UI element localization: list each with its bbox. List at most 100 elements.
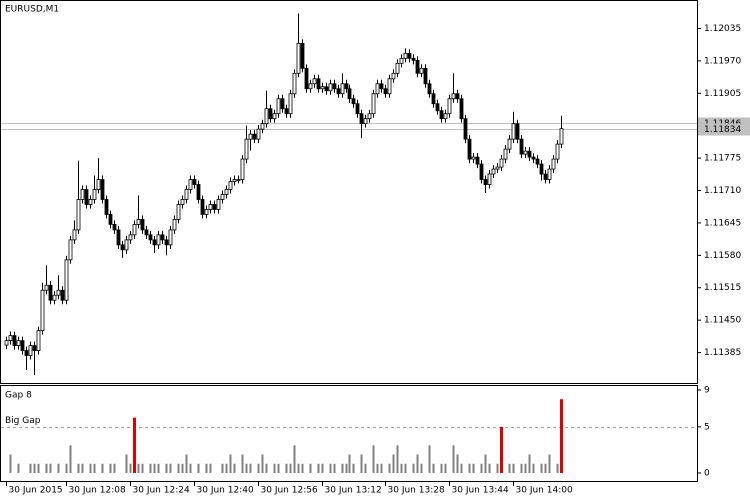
candle-body	[415, 59, 420, 74]
candle-body	[304, 67, 309, 90]
candle-body	[431, 93, 436, 105]
candle-body	[40, 289, 45, 332]
gap-bar	[57, 463, 60, 473]
candle-body	[160, 234, 165, 241]
candle-body	[216, 199, 221, 210]
candle-body	[24, 350, 29, 356]
gap-bar	[488, 463, 491, 473]
candle-body	[375, 83, 380, 95]
candle-body	[60, 289, 65, 301]
candle-body	[483, 179, 488, 185]
gap-bar	[249, 463, 252, 473]
y-tick-label: 1.12035	[704, 24, 741, 34]
candle-body	[124, 239, 129, 251]
candle-body	[387, 78, 392, 95]
candle-body	[316, 78, 321, 90]
candle-body	[76, 199, 81, 231]
gap-bar	[376, 463, 379, 473]
gap-bar	[221, 463, 224, 473]
candle-body	[320, 86, 325, 90]
y-tick-label: 9	[704, 385, 710, 395]
candle-body	[200, 199, 205, 215]
gap-bar	[293, 445, 296, 473]
gap-bar	[93, 463, 96, 473]
candle-body	[100, 179, 105, 200]
x-tick-label: 30 Jun 13:12	[325, 486, 382, 496]
candle-body	[180, 199, 185, 205]
candle-body	[451, 93, 456, 100]
gap-bar	[9, 454, 12, 473]
candle-body	[80, 189, 85, 200]
candle-body	[383, 88, 388, 95]
gap-bar	[472, 463, 475, 473]
gap-bar	[392, 454, 395, 473]
candle-body	[411, 57, 416, 61]
gap-bar	[404, 463, 407, 473]
y-tick-label: 1.11450	[704, 316, 741, 326]
candle-body	[543, 173, 548, 180]
candle-body	[12, 335, 17, 346]
level-label: Big Gap	[5, 416, 41, 426]
gap-bar	[440, 463, 443, 473]
candle-body	[116, 229, 121, 246]
price-label-box	[698, 123, 750, 136]
candle-body	[156, 234, 161, 246]
candle-body	[208, 204, 213, 210]
gap-bar	[468, 463, 471, 473]
candle-body	[120, 244, 125, 251]
candle-body	[16, 340, 21, 346]
candle-body	[336, 88, 341, 95]
candle-body	[523, 150, 528, 155]
candle-body	[363, 118, 368, 125]
gap-bar	[309, 463, 312, 473]
candle-body	[324, 86, 329, 92]
gap-bar	[129, 463, 132, 473]
candle-body	[391, 72, 396, 80]
candle-body	[256, 128, 261, 140]
candle-body	[479, 163, 484, 180]
candle-body	[4, 340, 9, 346]
candle-body	[228, 181, 233, 190]
candle-body	[535, 158, 540, 165]
gap-bar	[528, 454, 531, 473]
candle-body	[136, 219, 141, 225]
candle-body	[371, 93, 376, 115]
gap-bar	[45, 463, 48, 473]
gap-bar	[329, 463, 332, 473]
main-frame	[0, 0, 698, 384]
gap-bar	[484, 454, 487, 473]
candle-body	[96, 179, 101, 190]
candle-body	[276, 98, 281, 115]
candle-body	[8, 335, 13, 342]
gap-bar	[245, 463, 248, 473]
candle-body	[224, 189, 229, 195]
candle-body	[148, 234, 153, 241]
gap-bar	[297, 463, 300, 473]
gap-bar	[524, 463, 527, 473]
gap-bar	[396, 445, 399, 473]
gap-bar	[177, 463, 180, 473]
gap-bar	[352, 463, 355, 473]
y-tick-label: 1.11515	[704, 283, 741, 293]
candle-body	[56, 289, 61, 296]
candle-body	[367, 113, 372, 120]
gap-bar	[460, 463, 463, 473]
x-tick-label: 30 Jun 13:28	[388, 486, 445, 496]
candle-body	[439, 110, 444, 120]
gap-bar	[520, 463, 523, 473]
gap-bar	[444, 463, 447, 473]
gap-bar	[380, 463, 383, 473]
gap-bar	[137, 463, 140, 473]
candle-body	[455, 93, 460, 100]
candle-body	[427, 83, 432, 95]
candle-body	[463, 118, 468, 140]
gap-bar	[416, 454, 419, 473]
candle-body	[104, 199, 109, 215]
gap-bar	[109, 463, 112, 473]
candle-body	[48, 284, 53, 301]
candle-body	[399, 57, 404, 64]
x-tick-label: 30 Jun 12:40	[197, 486, 254, 496]
candle-body	[132, 224, 137, 236]
gap-bar	[209, 463, 212, 473]
